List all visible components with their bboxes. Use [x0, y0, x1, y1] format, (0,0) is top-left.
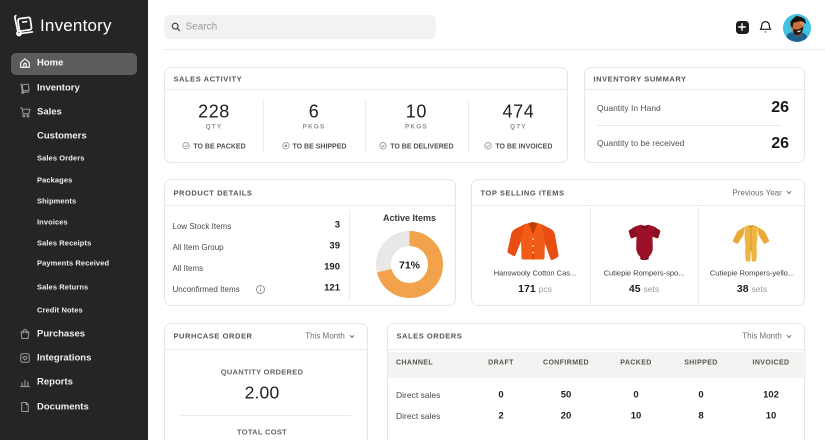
- svg-text:71%: 71%: [399, 260, 421, 272]
